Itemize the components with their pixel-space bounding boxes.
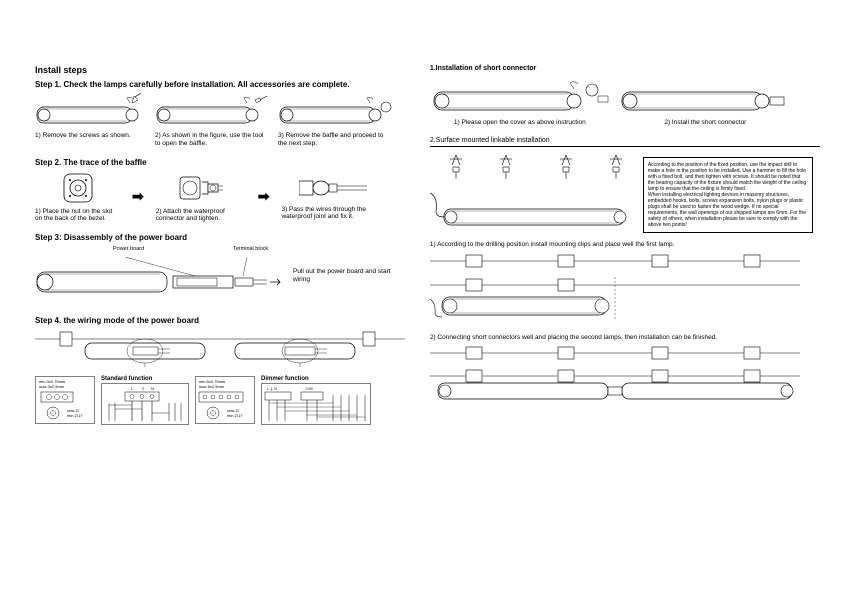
sec2-caption-1: 1) According to the drilling position in… [430, 241, 820, 249]
svg-text:L ⏚ N: L ⏚ N [267, 386, 277, 391]
step2-caption-2: 2) Attach the waterproof connector and t… [156, 208, 246, 224]
wiring-overview [35, 329, 405, 367]
wire-diagram [299, 173, 369, 203]
lamp-diagram-1a [35, 93, 147, 129]
svg-text:max.3x2.5mm: max.3x2.5mm [39, 384, 65, 389]
step2-heading: Step 2. The trace of the baffle [35, 158, 410, 167]
svg-text:min.∅17: min.∅17 [227, 413, 243, 418]
sec2-heading: 2.Surface mounted linkable installation [430, 137, 820, 147]
label-terminal: Terminal block [233, 246, 268, 252]
arrow-icon: ➡ [258, 188, 270, 205]
wiring-spec-2: min.5x0.75mm max.5x2.5mm max.∅ min.∅17 [195, 376, 255, 430]
step-4: Step 4. the wiring mode of the power boa… [35, 316, 410, 430]
step1-caption-1: 1) Remove the screws as shown. [35, 132, 131, 140]
arrow-icon: ➡ [132, 188, 144, 205]
svg-text:+10V -: +10V - [305, 387, 316, 391]
step-2: Step 2. The trace of the baffle 1) Place… [35, 158, 410, 224]
lamp-disassembly [35, 254, 285, 298]
label-power-board: Power board [113, 246, 144, 252]
lamp-diagram-1b [155, 93, 270, 129]
step1-heading: Step 1. Check the lamps carefully before… [35, 80, 410, 89]
mounting-clips-diagram [430, 153, 635, 233]
connector-install-1 [430, 76, 610, 116]
step2-caption-1: 1) Place the nut on the slot on the back… [35, 208, 120, 224]
step1-caption-3: 3) Remove the baffle and proceed to the … [278, 132, 393, 148]
lamp-diagram-1c [278, 93, 393, 129]
clip-rail-diagram [430, 252, 800, 270]
svg-text:⏚: ⏚ [141, 385, 145, 391]
two-lamp-rail [430, 344, 800, 362]
sec1-heading: 1.Installation of short connector [430, 65, 820, 72]
bezel-diagram [61, 171, 95, 205]
two-lamps-connected [430, 369, 800, 403]
step-3: Step 3: Disassembly of the power board P… [35, 233, 410, 306]
main-title: Install steps [35, 65, 410, 75]
wiring-standard: Standard function L ⏚ N [101, 376, 189, 430]
sec1-caption-2: 2) Install the short connector [618, 119, 793, 127]
installation-note: According to the position of the fixed p… [643, 157, 813, 233]
step-1: Step 1. Check the lamps carefully before… [35, 80, 410, 148]
svg-text:max.5x2.5mm: max.5x2.5mm [199, 384, 225, 389]
step4-heading: Step 4. the wiring mode of the power boa… [35, 316, 410, 325]
step3-caption: Pull out the power board and start wirin… [293, 268, 403, 284]
right-sec-1: 1.Installation of short connector 1) Ple… [430, 65, 820, 127]
sec1-caption-1: 1) Please open the cover as above instru… [430, 119, 610, 127]
connector-install-2 [618, 76, 793, 116]
lamp-placed-diagram [430, 277, 800, 319]
connector-diagram [178, 171, 224, 205]
right-sec-2: 2.Surface mounted linkable installation [430, 137, 820, 409]
svg-text:min.∅17: min.∅17 [67, 413, 83, 418]
wiring-dimmer: Dimmer function L ⏚ N +10V - [261, 376, 371, 430]
sec2-caption-2: 2) Connecting short connectors well and … [430, 334, 820, 342]
wiring-spec-1: min.3x0.75mm max.3x2.5mm max.∅ min.∅17 [35, 376, 95, 430]
step1-caption-2: 2) As shown in the figure, use the tool … [155, 132, 270, 148]
step2-caption-3: 3) Pass the wires through the waterproof… [281, 206, 386, 222]
svg-text:N: N [151, 386, 154, 391]
step3-heading: Step 3: Disassembly of the power board [35, 233, 410, 242]
